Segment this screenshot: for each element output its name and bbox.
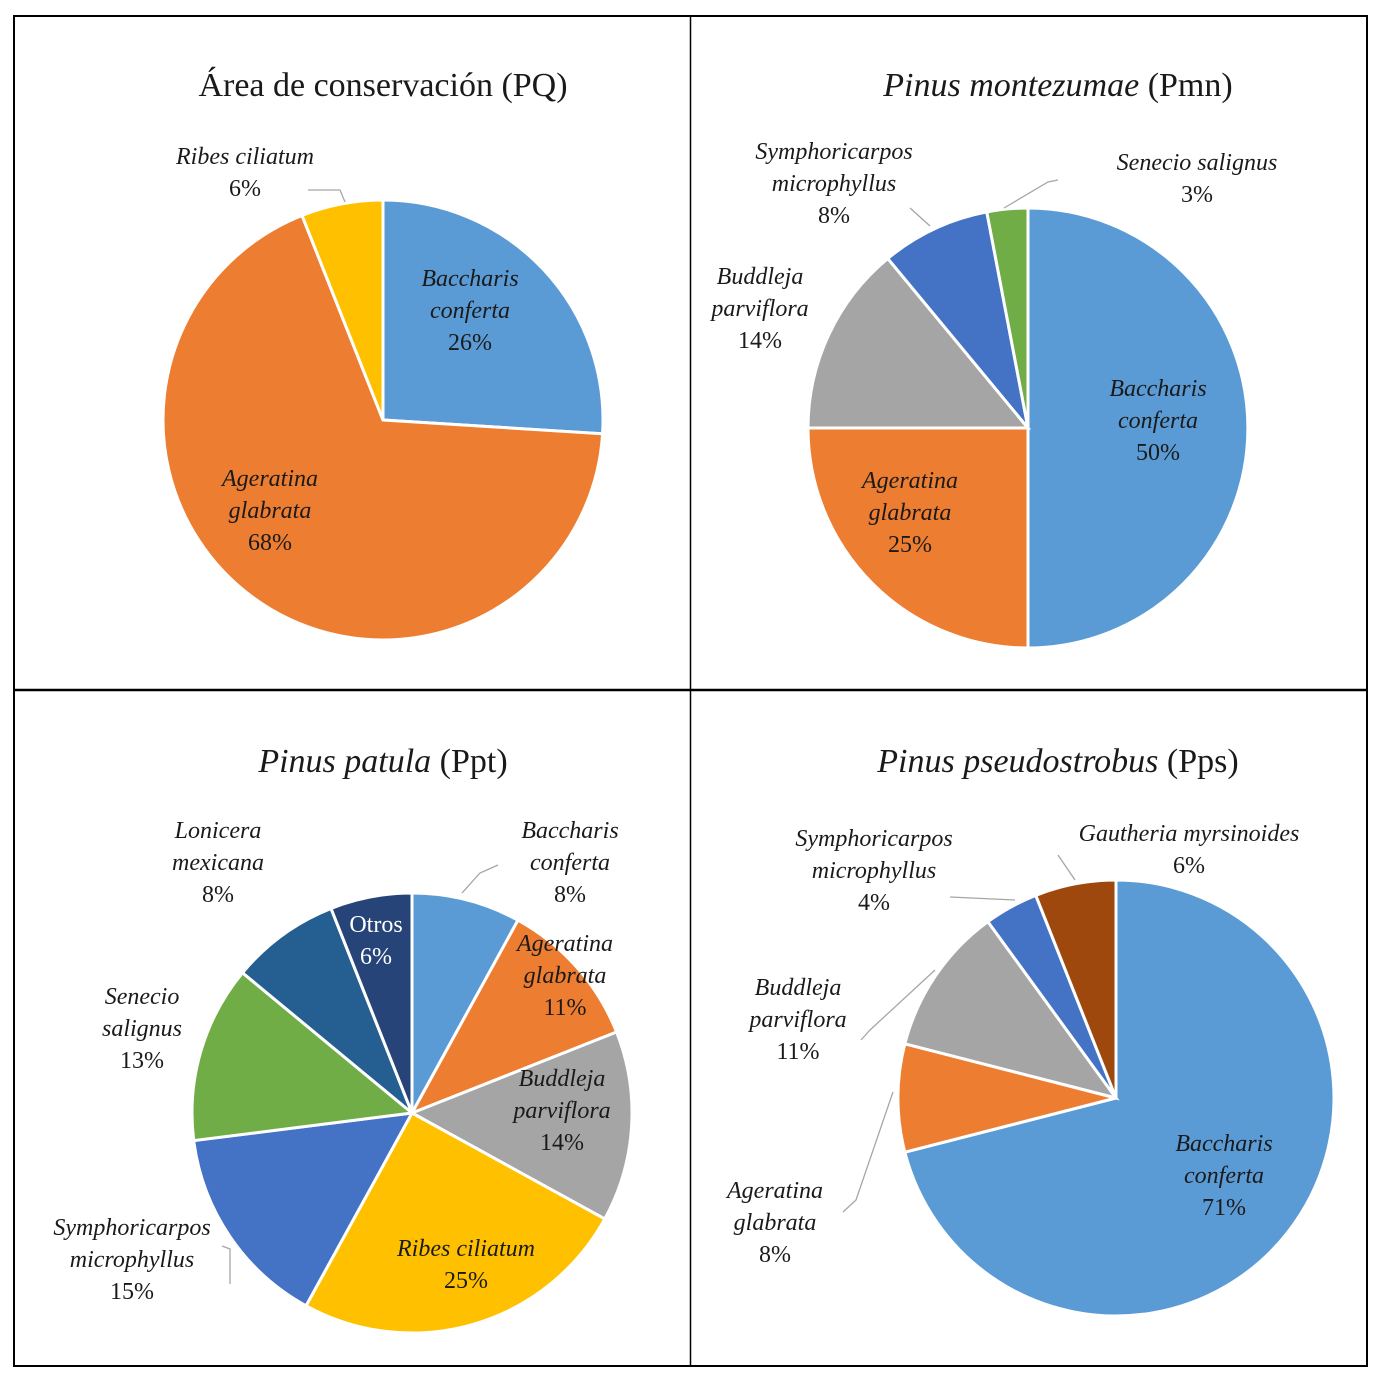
data-label-symphoricarpos-microphyllus: Symphoricarpos microphyllus 15% — [53, 1215, 210, 1305]
leader-line — [909, 207, 931, 227]
pie-slice-otros — [329, 891, 414, 1114]
pie-slice-buddleja-parviflora — [806, 256, 1032, 430]
pie-slice-ageratina-glabrata — [161, 213, 605, 642]
data-label-ribes-ciliatum: Ribes ciliatum 25% — [396, 1236, 535, 1294]
data-label-gautheria-myrsinoides: Gautheria myrsinoides 6% — [1079, 821, 1300, 879]
leader-line — [842, 1091, 894, 1213]
pie-chart-panel: Pinus patula (Ppt) Baccharis conferta 8% Age… — [53, 743, 634, 1335]
data-label-ribes-ciliatum: Ribes ciliatum 6% — [175, 144, 314, 202]
data-label-senecio-salignus: Senecio salignus 3% — [1117, 150, 1278, 208]
chart-title: Pinus montezumae (Pmn) — [882, 67, 1232, 104]
data-label-buddleja-parviflora: Buddleja parviflora 14% — [511, 1066, 610, 1156]
leader-line — [949, 896, 1016, 901]
pie-chart-panel: Pinus pseudostrobus (Pps) Baccharis confer… — [725, 743, 1336, 1318]
leader-line — [221, 1245, 231, 1284]
pie-slice-ribes-ciliatum — [303, 1110, 607, 1335]
pie-slice-senecio-salignus — [985, 206, 1030, 429]
pie-chart-panel: Área de conservación (PQ) Baccharis confer… — [161, 67, 605, 642]
data-label-buddleja-parviflora: Buddleja parviflora 14% — [709, 264, 808, 354]
data-label-ageratina-glabrata: Ageratina glabrata 68% — [220, 466, 318, 556]
data-label-ageratina-glabrata: Ageratina glabrata 25% — [860, 468, 958, 558]
pie-slice-symphoricarpos-microphyllus — [192, 1111, 415, 1308]
data-label-ageratina-glabrata: Ageratina glabrata 11% — [515, 931, 613, 1021]
data-label-symphoricarpos-microphyllus: Symphoricarpos microphyllus 8% — [755, 139, 912, 229]
pie-slice-symphoricarpos-microphyllus — [885, 210, 1030, 429]
pie-slice-ageratina-glabrata — [408, 918, 619, 1116]
pie-slice-ageratina-glabrata — [806, 426, 1030, 650]
pie-slice-senecio-salignus — [190, 970, 416, 1143]
leader-line — [1003, 179, 1059, 209]
chart-title: Pinus pseudostrobus (Pps) — [876, 743, 1238, 780]
data-label-lonicera-mexicana: Lonicera mexicana 8% — [172, 818, 264, 908]
pie-slice-gautheria-myrsinoides — [1033, 878, 1118, 1099]
leader-line — [1057, 854, 1076, 881]
data-label-baccharis-conferta: Baccharis conferta 8% — [521, 818, 618, 908]
leader-line — [461, 864, 499, 894]
pie-slice-buddleja-parviflora — [408, 1030, 634, 1222]
leader-line — [308, 189, 346, 203]
data-label-baccharis-conferta: Baccharis conferta 26% — [421, 266, 518, 356]
data-label-baccharis-conferta: Baccharis conferta 50% — [1109, 376, 1206, 466]
pie-slice-lonicera-mexicana — [240, 906, 414, 1115]
pie-chart-panel: Pinus montezumae (Pmn) Baccharis conferta 5… — [709, 67, 1278, 650]
pie-slice-baccharis-conferta — [381, 198, 605, 436]
pie-slice-ageratina-glabrata — [896, 1041, 1117, 1155]
data-label-baccharis-conferta: Baccharis conferta 71% — [1175, 1131, 1272, 1221]
chart-title: Área de conservación (PQ) — [198, 67, 567, 104]
chart-title: Pinus patula (Ppt) — [257, 743, 507, 780]
figure-frame — [13, 15, 1368, 1367]
data-label-ageratina-glabrata: Ageratina glabrata 8% — [725, 1178, 823, 1268]
data-label-senecio-salignus: Senecio salignus 13% — [102, 984, 182, 1074]
pie-slice-baccharis-conferta — [410, 891, 521, 1114]
leader-line — [860, 969, 936, 1041]
pie-slice-baccharis-conferta — [903, 878, 1336, 1318]
pie-slice-baccharis-conferta — [1026, 206, 1250, 650]
pie-slice-ribes-ciliatum — [300, 198, 385, 421]
data-label-otros: Otros 6% — [349, 912, 402, 970]
data-label-buddleja-parviflora: Buddleja parviflora 11% — [747, 975, 846, 1065]
pie-slice-buddleja-parviflora — [903, 919, 1120, 1101]
data-label-symphoricarpos-microphyllus: Symphoricarpos microphyllus 4% — [795, 826, 952, 916]
